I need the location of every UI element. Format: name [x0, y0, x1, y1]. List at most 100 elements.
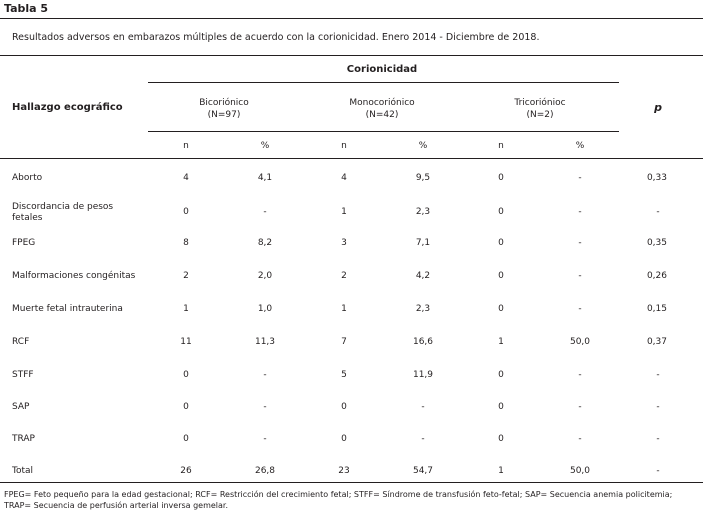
cell-value: 0 — [498, 238, 504, 248]
cell-value: 11,9 — [412, 370, 434, 380]
subheader-pct-2: % — [418, 141, 428, 151]
cell-value: 16,6 — [412, 337, 434, 347]
cell-value: 5 — [341, 370, 347, 380]
subheader-rule — [148, 131, 619, 132]
cell-value: - — [263, 434, 267, 444]
cell-value: 23 — [338, 466, 350, 476]
group-monocorionico-name: Monocoriónico — [349, 98, 415, 108]
cell-value: 0 — [341, 402, 347, 412]
cell-p-value: 0,15 — [646, 304, 667, 314]
cell-value: 2 — [341, 271, 347, 281]
cell-value: 11 — [180, 337, 192, 347]
cell-value: - — [578, 207, 582, 217]
cell-value: - — [578, 238, 582, 248]
cell-value: 1 — [498, 337, 504, 347]
caption-rule — [0, 55, 703, 56]
cell-value: - — [421, 402, 425, 412]
header-bottom-rule — [0, 158, 703, 159]
cell-value: - — [263, 402, 267, 412]
group-bicorionico-name: Bicoriónico — [199, 98, 249, 108]
cell-value: 7,1 — [415, 238, 431, 248]
cell-value: 4,1 — [257, 173, 273, 183]
cell-value: 0 — [183, 207, 189, 217]
table-bottom-rule — [0, 482, 703, 483]
cell-value: - — [578, 304, 582, 314]
group-title: Corionicidad — [346, 64, 418, 75]
row-label: Total — [12, 466, 34, 476]
row-label: Malformaciones congénitas — [12, 271, 136, 281]
subheader-n-3: n — [498, 141, 504, 151]
cell-value: 1 — [341, 304, 347, 314]
cell-value: 0 — [498, 207, 504, 217]
cell-value: 0 — [498, 304, 504, 314]
cell-p-value: - — [656, 402, 660, 412]
cell-p-value: 0,26 — [646, 271, 667, 281]
cell-value: 1 — [498, 466, 504, 476]
row-label: TRAP — [12, 434, 35, 444]
group-tricorionico-name: Tricoriónioc — [514, 98, 566, 108]
group-tricorionico-total: (N=2) — [526, 110, 554, 120]
cell-value: - — [578, 370, 582, 380]
cell-value: 8 — [183, 238, 189, 248]
table-caption: Resultados adversos en embarazos múltipl… — [12, 32, 540, 43]
cell-value: 50,0 — [569, 466, 591, 476]
cell-p-value: - — [656, 434, 660, 444]
cell-value: 9,5 — [415, 173, 431, 183]
cell-value: 0 — [498, 434, 504, 444]
cell-value: 0 — [183, 434, 189, 444]
row-label: RCF — [12, 337, 30, 347]
group-monocorionico-total: (N=42) — [365, 110, 399, 120]
cell-value: 7 — [341, 337, 347, 347]
cell-value: 1 — [183, 304, 189, 314]
cell-value: 50,0 — [569, 337, 591, 347]
cell-value: 3 — [341, 238, 347, 248]
cell-value: 0 — [498, 173, 504, 183]
cell-value: 0 — [183, 402, 189, 412]
subheader-pct-1: % — [260, 141, 270, 151]
row-label: SAP — [12, 402, 30, 412]
cell-value: 26,8 — [254, 466, 276, 476]
cell-value: 0 — [498, 402, 504, 412]
cell-value: - — [263, 370, 267, 380]
cell-value: 0 — [498, 271, 504, 281]
cell-value: 2,3 — [415, 304, 431, 314]
row-label: FPEG — [12, 238, 36, 248]
table-label: Tabla 5 — [4, 2, 49, 15]
cell-value: 4 — [183, 173, 189, 183]
row-label: STFF — [12, 370, 34, 380]
cell-value: 0 — [341, 434, 347, 444]
cell-value: 1,0 — [257, 304, 273, 314]
top-rule — [0, 18, 703, 19]
row-header: Hallazgo ecográfico — [12, 102, 123, 113]
cell-value: 1 — [341, 207, 347, 217]
cell-p-value: - — [656, 466, 660, 476]
cell-value: - — [421, 434, 425, 444]
cell-value: - — [578, 434, 582, 444]
subheader-n-2: n — [341, 141, 347, 151]
cell-value: 54,7 — [412, 466, 434, 476]
subheader-n-1: n — [183, 141, 189, 151]
cell-value: 4,2 — [415, 271, 431, 281]
cell-value: - — [263, 207, 267, 217]
cell-value: 0 — [183, 370, 189, 380]
cell-p-value: 0,37 — [646, 337, 667, 347]
row-label: Discordancia de pesos — [12, 202, 114, 212]
cell-value: 8,2 — [257, 238, 273, 248]
cell-value: 11,3 — [254, 337, 276, 347]
row-label: fetales — [12, 213, 43, 223]
cell-value: - — [578, 271, 582, 281]
row-label: Muerte fetal intrauterina — [12, 304, 123, 314]
cell-value: 2 — [183, 271, 189, 281]
subheader-pct-3: % — [575, 141, 585, 151]
cell-p-value: - — [656, 370, 660, 380]
cell-value: 4 — [341, 173, 347, 183]
cell-p-value: 0,35 — [646, 238, 667, 248]
group-rule — [148, 82, 619, 83]
footnote: FPEG= Feto pequeño para la edad gestacio… — [4, 490, 673, 510]
cell-value: - — [578, 173, 582, 183]
row-label: Aborto — [12, 173, 43, 183]
cell-p-value: 0,33 — [646, 173, 667, 183]
group-bicorionico-total: (N=97) — [207, 110, 241, 120]
cell-value: 26 — [180, 466, 192, 476]
cell-value: 0 — [498, 370, 504, 380]
